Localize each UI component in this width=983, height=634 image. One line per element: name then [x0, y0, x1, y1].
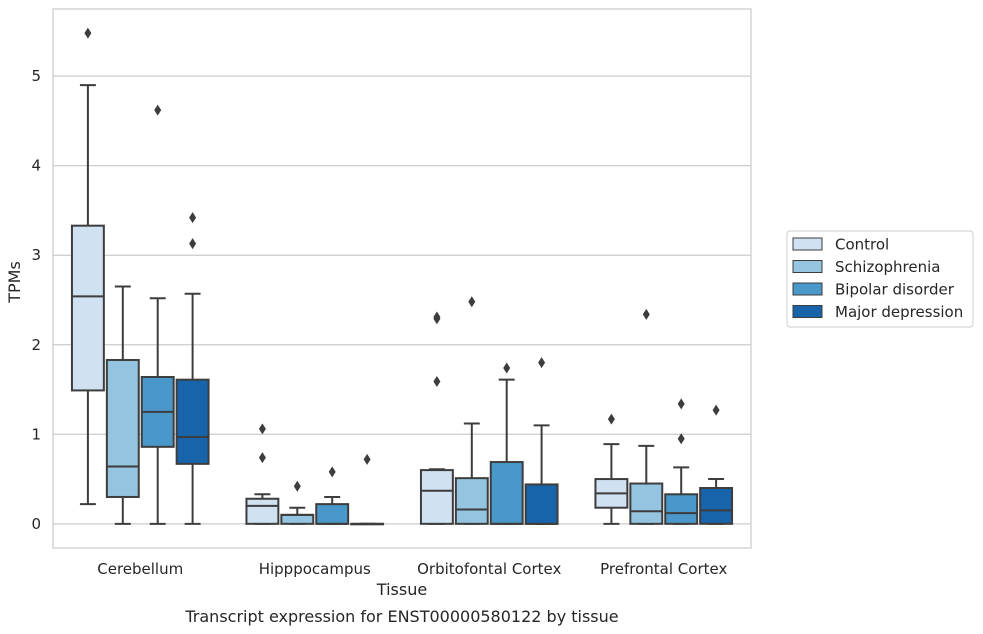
outlier-point: [328, 466, 336, 478]
box: [280, 513, 315, 525]
y-tick-label: 2: [31, 336, 41, 354]
box-group: [245, 423, 280, 525]
box-group: [315, 466, 350, 525]
outlier-point: [433, 311, 441, 323]
box-group: [524, 357, 559, 525]
box-group: [489, 362, 524, 525]
outlier-point: [258, 423, 266, 435]
x-axis-title: Tissue: [376, 580, 427, 599]
chart-title: Transcript expression for ENST0000058012…: [184, 607, 618, 626]
outlier-point: [468, 296, 476, 308]
legend-label: Schizophrenia: [835, 258, 940, 276]
outlier-point: [503, 362, 511, 374]
box: [105, 358, 140, 498]
box-group: [280, 480, 315, 525]
legend-label: Control: [835, 236, 889, 254]
outlier-point: [189, 212, 197, 224]
box: [70, 224, 105, 392]
outlier-point: [433, 375, 441, 387]
legend-items: Control Schizophrenia Bipolar disorder Majo…: [792, 236, 963, 321]
legend-frame: [786, 230, 974, 328]
box: [315, 503, 350, 525]
box: [524, 483, 559, 525]
outlier-point: [642, 308, 650, 320]
box-group: [594, 413, 629, 525]
y-axis-title: TPMs: [5, 261, 24, 304]
box-group: [419, 311, 454, 525]
outlier-point: [538, 357, 546, 369]
x-tick-label: Prefrontal Cortex: [600, 560, 727, 578]
y-tick-label: 0: [31, 515, 41, 533]
outlier-point: [189, 238, 197, 250]
legend-swatch: [792, 237, 823, 251]
box-group: [629, 308, 664, 525]
box-group: [70, 27, 105, 506]
x-tick-label: Cerebellum: [97, 560, 183, 578]
box-group: [105, 285, 140, 525]
y-tick-label: 4: [31, 157, 41, 175]
outlier-point: [363, 453, 371, 465]
box: [629, 482, 664, 525]
box-group: [350, 453, 385, 526]
box-group: [699, 404, 734, 525]
box: [454, 477, 489, 525]
plot-frame: [52, 8, 752, 549]
outlier-point: [712, 404, 720, 416]
box: [489, 461, 524, 525]
x-tick-label: Hipppocampus: [259, 560, 371, 578]
box-layer: [70, 27, 734, 526]
outlier-point: [607, 413, 615, 425]
legend-swatch: [792, 282, 823, 296]
outlier-point: [84, 27, 92, 39]
legend-swatch: [792, 305, 823, 318]
box-group: [175, 212, 210, 525]
outlier-point: [258, 452, 266, 464]
box: [175, 378, 210, 465]
y-tick-label: 3: [31, 246, 41, 264]
box: [664, 493, 699, 525]
x-tick-label: Orbitofontal Cortex: [417, 560, 561, 578]
legend-label: Major depression: [835, 303, 963, 321]
tick-layer: 0 1 2 3 4 5 Cerebellum Hipppocampus Orbitofontal…: [31, 67, 727, 578]
box-group: [664, 398, 699, 525]
legend: Control Schizophrenia Bipolar disorder Majo…: [786, 230, 974, 328]
outlier-point: [154, 104, 162, 116]
outlier-point: [677, 433, 685, 445]
legend-label: Bipolar disorder: [835, 281, 955, 299]
outlier-point: [293, 480, 301, 492]
y-tick-label: 1: [31, 425, 41, 443]
box: [699, 487, 734, 525]
box-group: [140, 104, 175, 525]
box-group: [454, 296, 489, 525]
box: [245, 497, 280, 525]
y-tick-label: 5: [31, 67, 41, 85]
outlier-point: [677, 398, 685, 410]
legend-swatch: [792, 260, 823, 273]
box: [419, 469, 454, 525]
